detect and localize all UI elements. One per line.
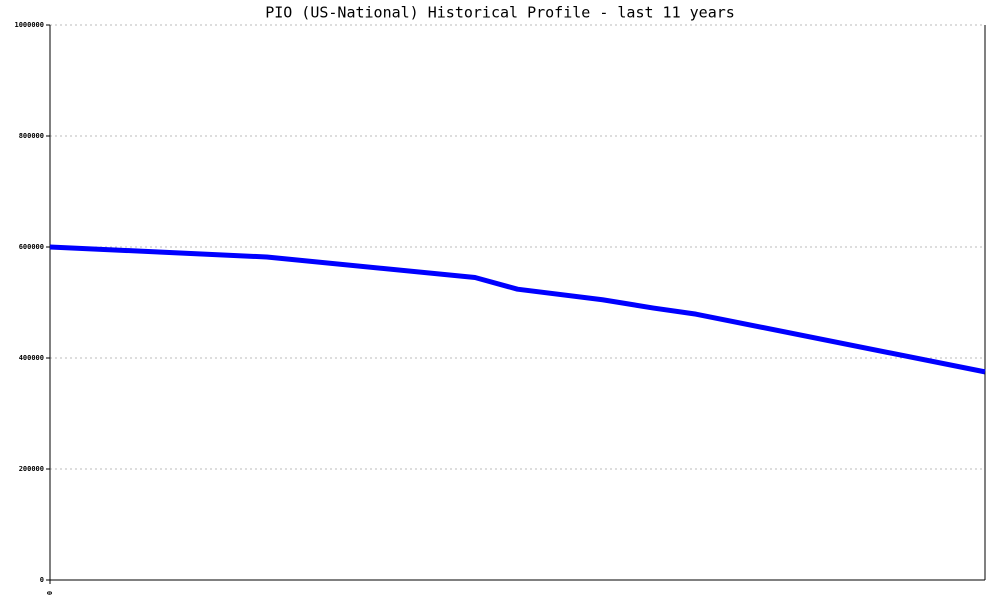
y-tick-label: 400000: [19, 354, 44, 362]
chart-title: PIO (US-National) Historical Profile - l…: [265, 4, 735, 22]
x-tick-label: 0: [46, 591, 54, 595]
y-tick-label: 200000: [19, 465, 44, 473]
y-tick-label: 0: [40, 576, 44, 584]
y-tick-label: 1000000: [14, 21, 44, 29]
y-tick-label: 800000: [19, 132, 44, 140]
data-line: [49, 244, 986, 375]
y-tick-label: 600000: [19, 243, 44, 251]
